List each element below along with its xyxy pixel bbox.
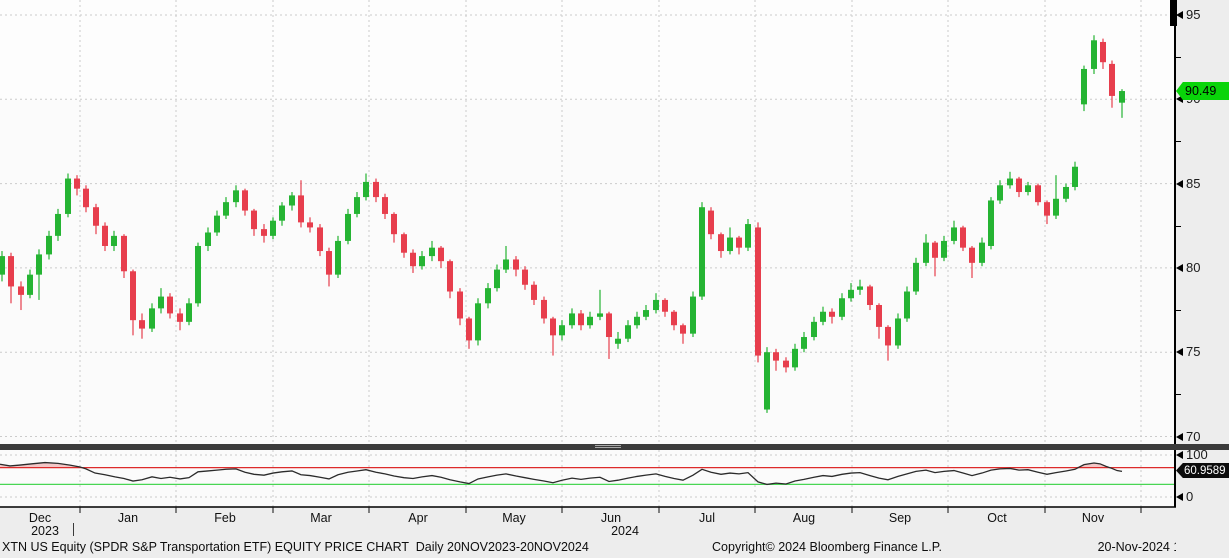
price-minor-tick — [1176, 310, 1181, 312]
price-axis[interactable]: 9590858075701000 90.49 60.9589 — [1176, 0, 1229, 558]
resize-grip-icon — [595, 445, 621, 449]
year-boundary-tick — [73, 523, 74, 536]
year-label-2024: 2024 — [611, 524, 639, 538]
month-label-feb: Feb — [214, 511, 236, 525]
month-label-may: May — [502, 511, 526, 525]
year-label-2023: 2023 — [31, 524, 59, 538]
month-label-nov: Nov — [1081, 511, 1105, 525]
tick-arrow-icon — [1176, 493, 1183, 501]
month-label-oct: Oct — [987, 511, 1007, 525]
tick-arrow-icon — [1176, 348, 1183, 357]
chart-title: XTN US Equity (SPDR S&P Transportation E… — [2, 540, 589, 554]
price-tick-75: 75 — [1176, 344, 1200, 360]
copyright-notice: Copyright© 2024 Bloomberg Finance L.P. — [712, 540, 942, 554]
month-label-mar: Mar — [310, 511, 332, 525]
tick-arrow-icon — [1176, 95, 1183, 104]
month-label-jun: Jun — [600, 511, 622, 525]
price-tick-95: 95 — [1176, 7, 1200, 23]
axis-scroll-nub[interactable] — [1170, 0, 1177, 26]
last-price-value: 90.49 — [1185, 84, 1217, 98]
price-minor-tick — [1176, 141, 1181, 143]
month-label-apr: Apr — [408, 511, 428, 525]
month-label-aug: Aug — [792, 511, 816, 525]
price-minor-tick — [1176, 57, 1181, 59]
price-chart-canvas[interactable] — [0, 0, 1176, 558]
month-label-sep: Sep — [888, 511, 912, 525]
price-tick-80: 80 — [1176, 260, 1200, 276]
price-tick-70: 70 — [1176, 429, 1200, 445]
tick-arrow-icon — [1176, 11, 1183, 19]
month-label-jan: Jan — [117, 511, 139, 525]
price-minor-tick — [1176, 394, 1181, 396]
tick-arrow-icon — [1176, 451, 1183, 459]
price-tick-85: 85 — [1176, 176, 1200, 192]
month-label-jul: Jul — [699, 511, 715, 525]
price-minor-tick — [1176, 225, 1181, 227]
tick-arrow-icon — [1176, 263, 1183, 272]
tick-arrow-icon — [1176, 432, 1183, 441]
oscillator-value: 60.9589 — [1184, 464, 1226, 477]
oscillator-value-tag: 60.9589 — [1176, 463, 1229, 478]
month-label-dec: Dec — [28, 511, 52, 525]
oscillator-tick-0: 0 — [1176, 489, 1193, 505]
panel-resize-handle[interactable] — [0, 444, 1229, 450]
tick-arrow-icon — [1176, 179, 1183, 188]
oscillator-tick-100: 100 — [1176, 447, 1208, 463]
last-price-tag: 90.49 — [1176, 82, 1229, 100]
